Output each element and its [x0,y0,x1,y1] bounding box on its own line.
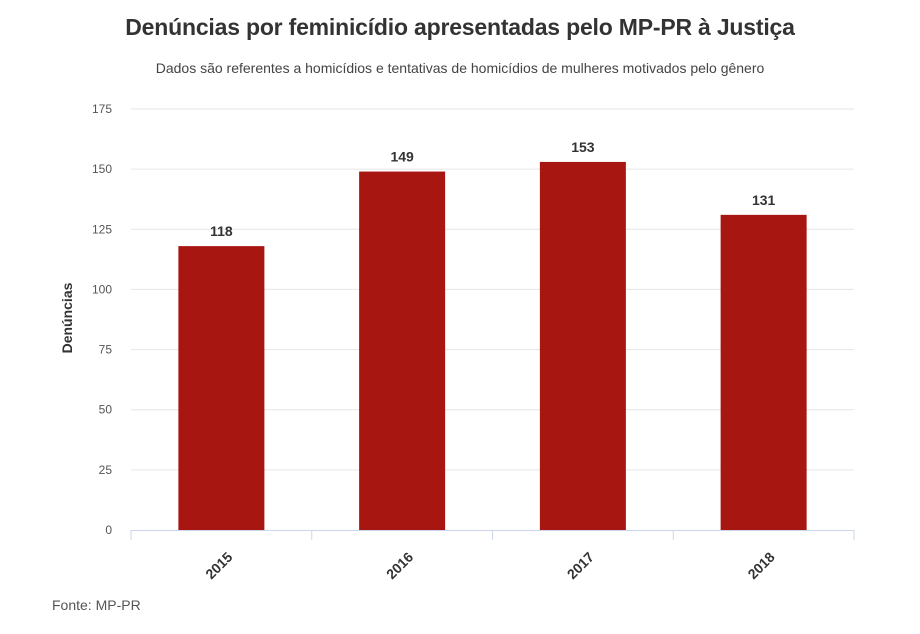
y-axis-label: Denúncias [59,282,75,353]
y-axis-ticks: 0 25 50 75 100 125 150 175 [92,102,112,537]
y-tick-label: 175 [92,102,112,116]
x-tick-label: 2018 [744,549,777,582]
chart-title: Denúncias por feminicídio apresentadas p… [125,14,795,40]
bars [178,161,807,530]
bar-2018 [720,214,807,530]
x-tick-label: 2015 [202,549,235,582]
bar-2017 [539,161,626,530]
x-axis: 2015 2016 2017 2018 [130,530,855,582]
y-tick-label: 0 [105,523,112,537]
y-tick-label: 100 [92,282,112,296]
data-label: 131 [752,192,776,208]
source-note: Fonte: MP-PR [52,597,141,613]
y-tick-label: 150 [92,162,112,176]
y-tick-label: 75 [99,343,113,357]
data-label: 149 [390,149,414,165]
data-label: 153 [571,139,595,155]
y-tick-label: 50 [99,403,113,417]
data-labels: 118 149 153 131 [210,139,775,239]
bar-2016 [359,171,446,530]
y-tick-label: 125 [92,222,112,236]
x-tick-label: 2017 [564,549,597,582]
bar-2015 [178,246,265,530]
y-tick-label: 25 [99,463,113,477]
data-label: 118 [210,223,233,239]
x-tick-label: 2016 [383,549,416,582]
chart-subtitle: Dados são referentes a homicídios e tent… [155,60,765,76]
